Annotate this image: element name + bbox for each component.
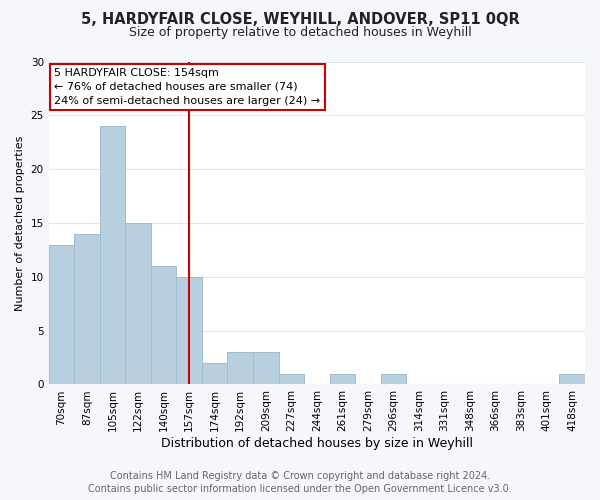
Text: Size of property relative to detached houses in Weyhill: Size of property relative to detached ho…	[128, 26, 472, 39]
Bar	[227, 352, 253, 384]
Bar	[151, 266, 176, 384]
Text: 5, HARDYFAIR CLOSE, WEYHILL, ANDOVER, SP11 0QR: 5, HARDYFAIR CLOSE, WEYHILL, ANDOVER, SP…	[80, 12, 520, 28]
Bar	[380, 374, 406, 384]
Bar	[176, 277, 202, 384]
Bar	[125, 223, 151, 384]
Bar	[559, 374, 585, 384]
Y-axis label: Number of detached properties: Number of detached properties	[15, 136, 25, 310]
Bar	[329, 374, 355, 384]
Bar	[253, 352, 278, 384]
Text: 5 HARDYFAIR CLOSE: 154sqm
← 76% of detached houses are smaller (74)
24% of semi-: 5 HARDYFAIR CLOSE: 154sqm ← 76% of detac…	[54, 68, 320, 106]
X-axis label: Distribution of detached houses by size in Weyhill: Distribution of detached houses by size …	[161, 437, 473, 450]
Bar	[100, 126, 125, 384]
Bar	[74, 234, 100, 384]
Bar	[278, 374, 304, 384]
Text: Contains HM Land Registry data © Crown copyright and database right 2024.
Contai: Contains HM Land Registry data © Crown c…	[88, 471, 512, 494]
Bar	[49, 244, 74, 384]
Bar	[202, 363, 227, 384]
